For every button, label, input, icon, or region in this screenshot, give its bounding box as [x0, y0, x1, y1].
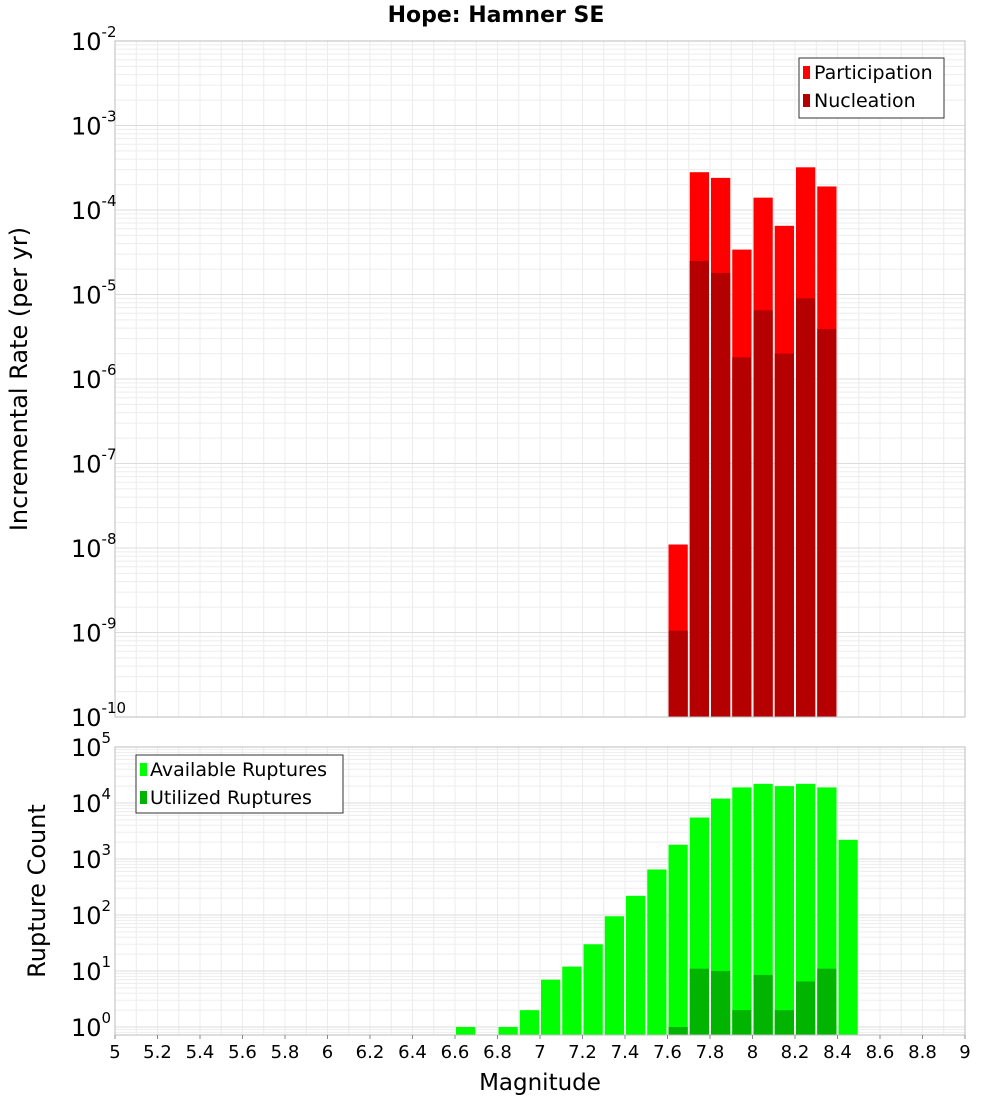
top-nucleation-bar: [817, 329, 837, 717]
y-tick-label: 103: [71, 841, 111, 874]
x-axis-label: Magnitude: [479, 1070, 601, 1096]
x-tick-label: 5.8: [271, 1042, 300, 1063]
top-plot-border: [114, 40, 966, 718]
bottom-available-ruptures-bar: [519, 1010, 539, 1035]
top-nucleation-bar: [774, 353, 794, 717]
y-tick-label: 10-7: [71, 446, 117, 479]
x-tick-label: 6.2: [356, 1042, 385, 1063]
y-tick-label: 102: [71, 897, 111, 930]
x-tick-label: 8.2: [781, 1042, 810, 1063]
legend-label-utilized: Utilized Ruptures: [150, 787, 312, 809]
legend-label-nucleation: Nucleation: [814, 90, 916, 112]
bottom-x-ticks: 5 5.2 5.4 5.6 5.8 6 6.2 6.4 6.6 6.8 7 7.2 7.4 7.6 7.8 8…: [109, 1035, 971, 1063]
y-tick-label: 100: [71, 1009, 111, 1042]
x-tick-label: 6.8: [483, 1042, 512, 1063]
y-tick-label: 10-10: [71, 699, 126, 732]
bottom-available-ruptures-bar: [774, 786, 794, 1035]
y-tick-label: 10-4: [71, 192, 117, 225]
bottom-utilized-ruptures-bar: [689, 968, 709, 1035]
x-tick-label: 9: [959, 1042, 970, 1063]
x-tick-label: 7.2: [568, 1042, 597, 1063]
legend-swatch-available: [140, 763, 147, 776]
bottom-available-ruptures-bar: [647, 869, 667, 1035]
x-tick-label: 5.2: [143, 1042, 172, 1063]
top-legend: Participation Nucleation: [798, 57, 945, 119]
legend-label-available: Available Ruptures: [150, 759, 327, 781]
x-tick-label: 5: [109, 1042, 120, 1063]
bottom-available-ruptures-bar: [456, 1027, 476, 1035]
bottom-available-ruptures-bar: [838, 839, 858, 1035]
y-tick-label: 10-2: [71, 23, 117, 56]
top-nucleation-bar: [753, 310, 773, 717]
y-tick-label: 10-3: [71, 108, 117, 141]
top-y-ticks: 10-10 10-9 10-8 10-7 10-6 10-5 10-4 10-3 10-2: [71, 23, 126, 732]
x-tick-label: 7.8: [696, 1042, 725, 1063]
bottom-y-axis-label: Rupture Count: [23, 804, 51, 978]
legend-swatch-participation: [803, 66, 810, 79]
x-tick-label: 8.6: [866, 1042, 895, 1063]
bottom-utilized-ruptures-bar: [753, 974, 773, 1035]
y-tick-label: 10-5: [71, 277, 117, 310]
top-y-axis-label: Incremental Rate (per yr): [5, 227, 33, 531]
top-nucleation-bar: [711, 272, 731, 717]
bottom-available-ruptures-bar: [753, 783, 773, 1035]
bottom-legend: Available Ruptures Utilized Ruptures: [135, 754, 344, 814]
top-gridlines: [114, 40, 966, 718]
x-tick-label: 7.6: [653, 1042, 682, 1063]
top-nucleation-bar: [732, 357, 752, 717]
bottom-utilized-ruptures-bar: [774, 1010, 794, 1035]
bottom-available-ruptures-bar: [541, 979, 561, 1035]
bottom-available-ruptures-bar: [796, 783, 816, 1035]
x-tick-label: 5.4: [186, 1042, 215, 1063]
bottom-available-ruptures-bar: [732, 787, 752, 1035]
top-nucleation-bar: [796, 298, 816, 717]
x-tick-label: 5.6: [228, 1042, 257, 1063]
y-tick-label: 104: [71, 785, 111, 818]
legend-label-participation: Participation: [814, 62, 933, 84]
x-tick-label: 8.4: [823, 1042, 852, 1063]
y-tick-label: 105: [71, 729, 111, 762]
bottom-available-ruptures-bar: [583, 944, 603, 1035]
y-tick-label: 10-6: [71, 361, 117, 394]
x-tick-label: 7: [534, 1042, 545, 1063]
x-tick-label: 8: [747, 1042, 758, 1063]
bottom-available-ruptures-bar: [626, 895, 646, 1035]
top-bars: [668, 167, 837, 718]
top-nucleation-bar: [689, 260, 709, 717]
y-tick-label: 10-9: [71, 615, 117, 648]
bottom-utilized-ruptures-bar: [817, 968, 837, 1035]
bottom-utilized-ruptures-bar: [796, 981, 816, 1035]
bottom-available-ruptures-bar: [562, 966, 582, 1035]
bottom-y-ticks: 100 101 102 103 104 105: [71, 729, 111, 1042]
bottom-available-ruptures-bar: [498, 1027, 518, 1035]
bottom-available-ruptures-bar: [604, 916, 624, 1035]
y-tick-label: 10-8: [71, 530, 117, 563]
bottom-utilized-ruptures-bar: [668, 1027, 688, 1035]
bottom-bars: [456, 783, 858, 1035]
x-tick-label: 8.8: [908, 1042, 937, 1063]
top-legend-box: [798, 57, 945, 119]
bottom-utilized-ruptures-bar: [732, 1010, 752, 1035]
top-nucleation-bar: [668, 630, 688, 717]
y-tick-label: 101: [71, 953, 111, 986]
x-tick-label: 6.6: [441, 1042, 470, 1063]
x-tick-label: 6: [322, 1042, 333, 1063]
x-tick-label: 7.4: [611, 1042, 640, 1063]
bottom-legend-box: [135, 754, 344, 814]
top-chart-title: Hope: Hamner SE: [388, 3, 605, 28]
bottom-utilized-ruptures-bar: [711, 971, 731, 1035]
x-tick-label: 6.4: [398, 1042, 427, 1063]
legend-swatch-utilized: [140, 791, 147, 804]
bottom-available-ruptures-bar: [668, 844, 688, 1035]
legend-swatch-nucleation: [803, 94, 810, 107]
